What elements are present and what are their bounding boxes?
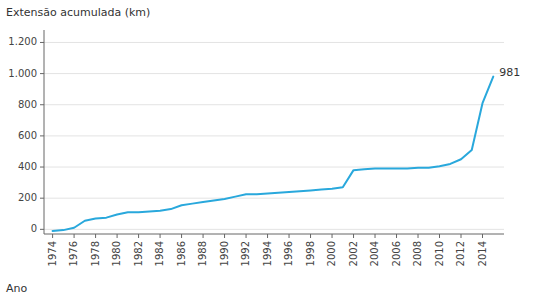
grid-line [44,135,504,136]
x-tick-label: 2006 [391,241,402,266]
x-tick [289,234,290,238]
x-tick [224,234,225,238]
x-tick [482,234,483,238]
x-tick-label: 1984 [154,241,165,266]
annotation: 981 [499,66,520,79]
x-tick [332,234,333,238]
x-tick-label: 1978 [90,241,101,266]
x-tick-label: 1994 [262,241,273,266]
x-tick [95,234,96,238]
x-tick [439,234,440,238]
x-tick [418,234,419,238]
x-axis-line [44,234,504,235]
x-tick [375,234,376,238]
x-tick-label: 2012 [455,241,466,266]
y-tick [40,104,44,105]
x-tick [310,234,311,238]
x-tick [396,234,397,238]
x-tick [52,234,53,238]
y-tick [40,229,44,230]
x-tick [353,234,354,238]
page: {"chart_data": { "type": "line", "y_labe… [0,0,536,298]
x-tick [74,234,75,238]
x-tick-label: 2014 [477,241,488,266]
y-tick-label: 600 [18,130,37,141]
x-tick-label: 1980 [111,241,122,266]
y-tick-label: 1.200 [8,36,37,47]
x-tick-label: 1992 [240,241,251,266]
grid-line [44,229,504,230]
x-tick [246,234,247,238]
x-tick-label: 1990 [219,241,230,266]
y-tick [40,167,44,168]
x-tick-label: 1988 [197,241,208,266]
x-tick [461,234,462,238]
x-tick-label: 1986 [176,241,187,266]
x-tick-label: 1974 [47,241,58,266]
y-axis: 0 200 400 600 800 1.000 1.200 [8,36,504,234]
grid-line [44,73,504,74]
y-tick-label: 800 [18,99,37,110]
x-tick [181,234,182,238]
y-axis-label: Extensão acumulada (km) [6,6,150,19]
x-tick-label: 1982 [133,241,144,266]
x-tick [117,234,118,238]
grid-line [44,104,504,105]
y-tick-label: 400 [18,161,37,172]
y-tick [40,198,44,199]
x-tick-label: 1996 [283,241,294,266]
y-tick [40,42,44,43]
x-tick [160,234,161,238]
x-tick-label: 1976 [68,241,79,266]
y-tick-label: 200 [18,192,37,203]
x-tick [203,234,204,238]
x-tick-label: 2000 [326,241,337,266]
y-tick [40,135,44,136]
y-axis-line [44,30,45,234]
x-axis-label: Ano [6,282,27,295]
y-tick [40,73,44,74]
x-tick-label: 2010 [434,241,445,266]
data-line [53,77,494,231]
y-tick-label: 1.000 [8,68,37,79]
grid-line [44,198,504,199]
y-tick-label: 0 [31,223,37,234]
plot-area [53,77,494,231]
x-tick [267,234,268,238]
x-axis: 1974 1976 1978 1980 1982 1984 1986 1988 1990 1992… [47,234,488,266]
x-tick [138,234,139,238]
grid-line [44,42,504,43]
x-tick-label: 2008 [412,241,423,266]
chart: 02004006008001.0001.20019741976197819801… [0,0,536,298]
x-tick-label: 2004 [369,241,380,266]
x-tick-label: 1998 [305,241,316,266]
x-tick-label: 2002 [348,241,359,266]
